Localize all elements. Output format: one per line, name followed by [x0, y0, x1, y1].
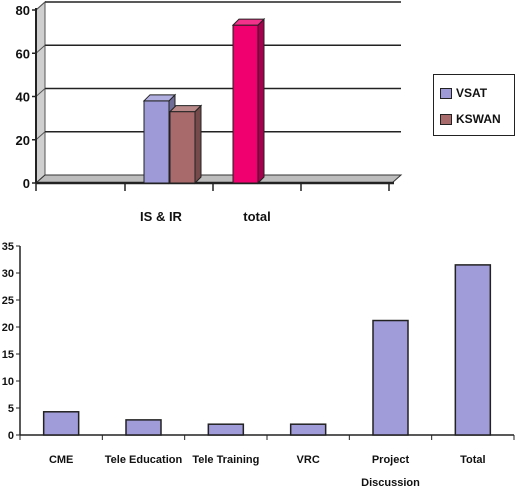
y-tick-label: 60: [16, 46, 30, 61]
chart-1-legend: VSAT KSWAN: [433, 74, 515, 136]
bar: [143, 100, 170, 184]
y-tick-label: 5: [8, 403, 14, 415]
legend-swatch-kswan: [440, 113, 452, 125]
y-tick-label: 30: [2, 268, 14, 280]
bar-top: [168, 105, 203, 113]
legend-item-kswan: KSWAN: [440, 112, 501, 126]
y-tick-label: 0: [8, 430, 14, 442]
y-tick-label: 25: [2, 295, 14, 307]
gridline-side: [35, 131, 46, 141]
y-tick-label: 80: [16, 3, 30, 18]
legend-label-kswan: KSWAN: [456, 112, 501, 126]
legend-item-vsat: VSAT: [440, 86, 487, 100]
chart-2: 0 5 10 15 20 25 30 35 CME Tele Education Tele Trai…: [2, 241, 515, 486]
gridline-side: [35, 44, 46, 54]
chart-1: 0 20 40 60 80 IS & IR total: [16, 0, 403, 224]
y-tick-label: 40: [16, 90, 30, 105]
y-tick-label: 0: [23, 176, 30, 191]
bar-top: [142, 94, 177, 102]
bar: [454, 264, 492, 436]
x-category-label: total: [243, 209, 270, 224]
x-category-label: Tele Training: [192, 454, 259, 466]
bar: [232, 24, 259, 184]
gridline-side: [35, 1, 46, 11]
bar: [207, 423, 245, 436]
x-category-label: Discussion: [361, 477, 420, 486]
legend-swatch-vsat: [440, 87, 452, 99]
x-category-label: CME: [49, 454, 73, 466]
x-category-label: VRC: [297, 454, 320, 466]
legend-label-vsat: VSAT: [456, 86, 488, 100]
bar: [289, 423, 327, 436]
bar-top: [231, 18, 266, 26]
bar-side: [257, 17, 265, 185]
y-tick-label: 35: [2, 241, 14, 253]
y-tick-label: 15: [2, 349, 14, 361]
y-tick-label: 10: [2, 376, 14, 388]
x-category-label: Tele Education: [105, 454, 183, 466]
gridline-side: [35, 88, 46, 97]
bar: [169, 111, 196, 184]
y-tick-label: 20: [2, 322, 14, 334]
x-category-label: Project: [372, 454, 410, 466]
bar: [42, 411, 80, 436]
x-category-label: Total: [460, 454, 485, 466]
bar: [372, 319, 409, 436]
bar: [125, 419, 162, 436]
y-tick-label: 20: [16, 133, 30, 148]
x-category-label: IS & IR: [140, 209, 183, 224]
bar-side: [194, 104, 202, 185]
